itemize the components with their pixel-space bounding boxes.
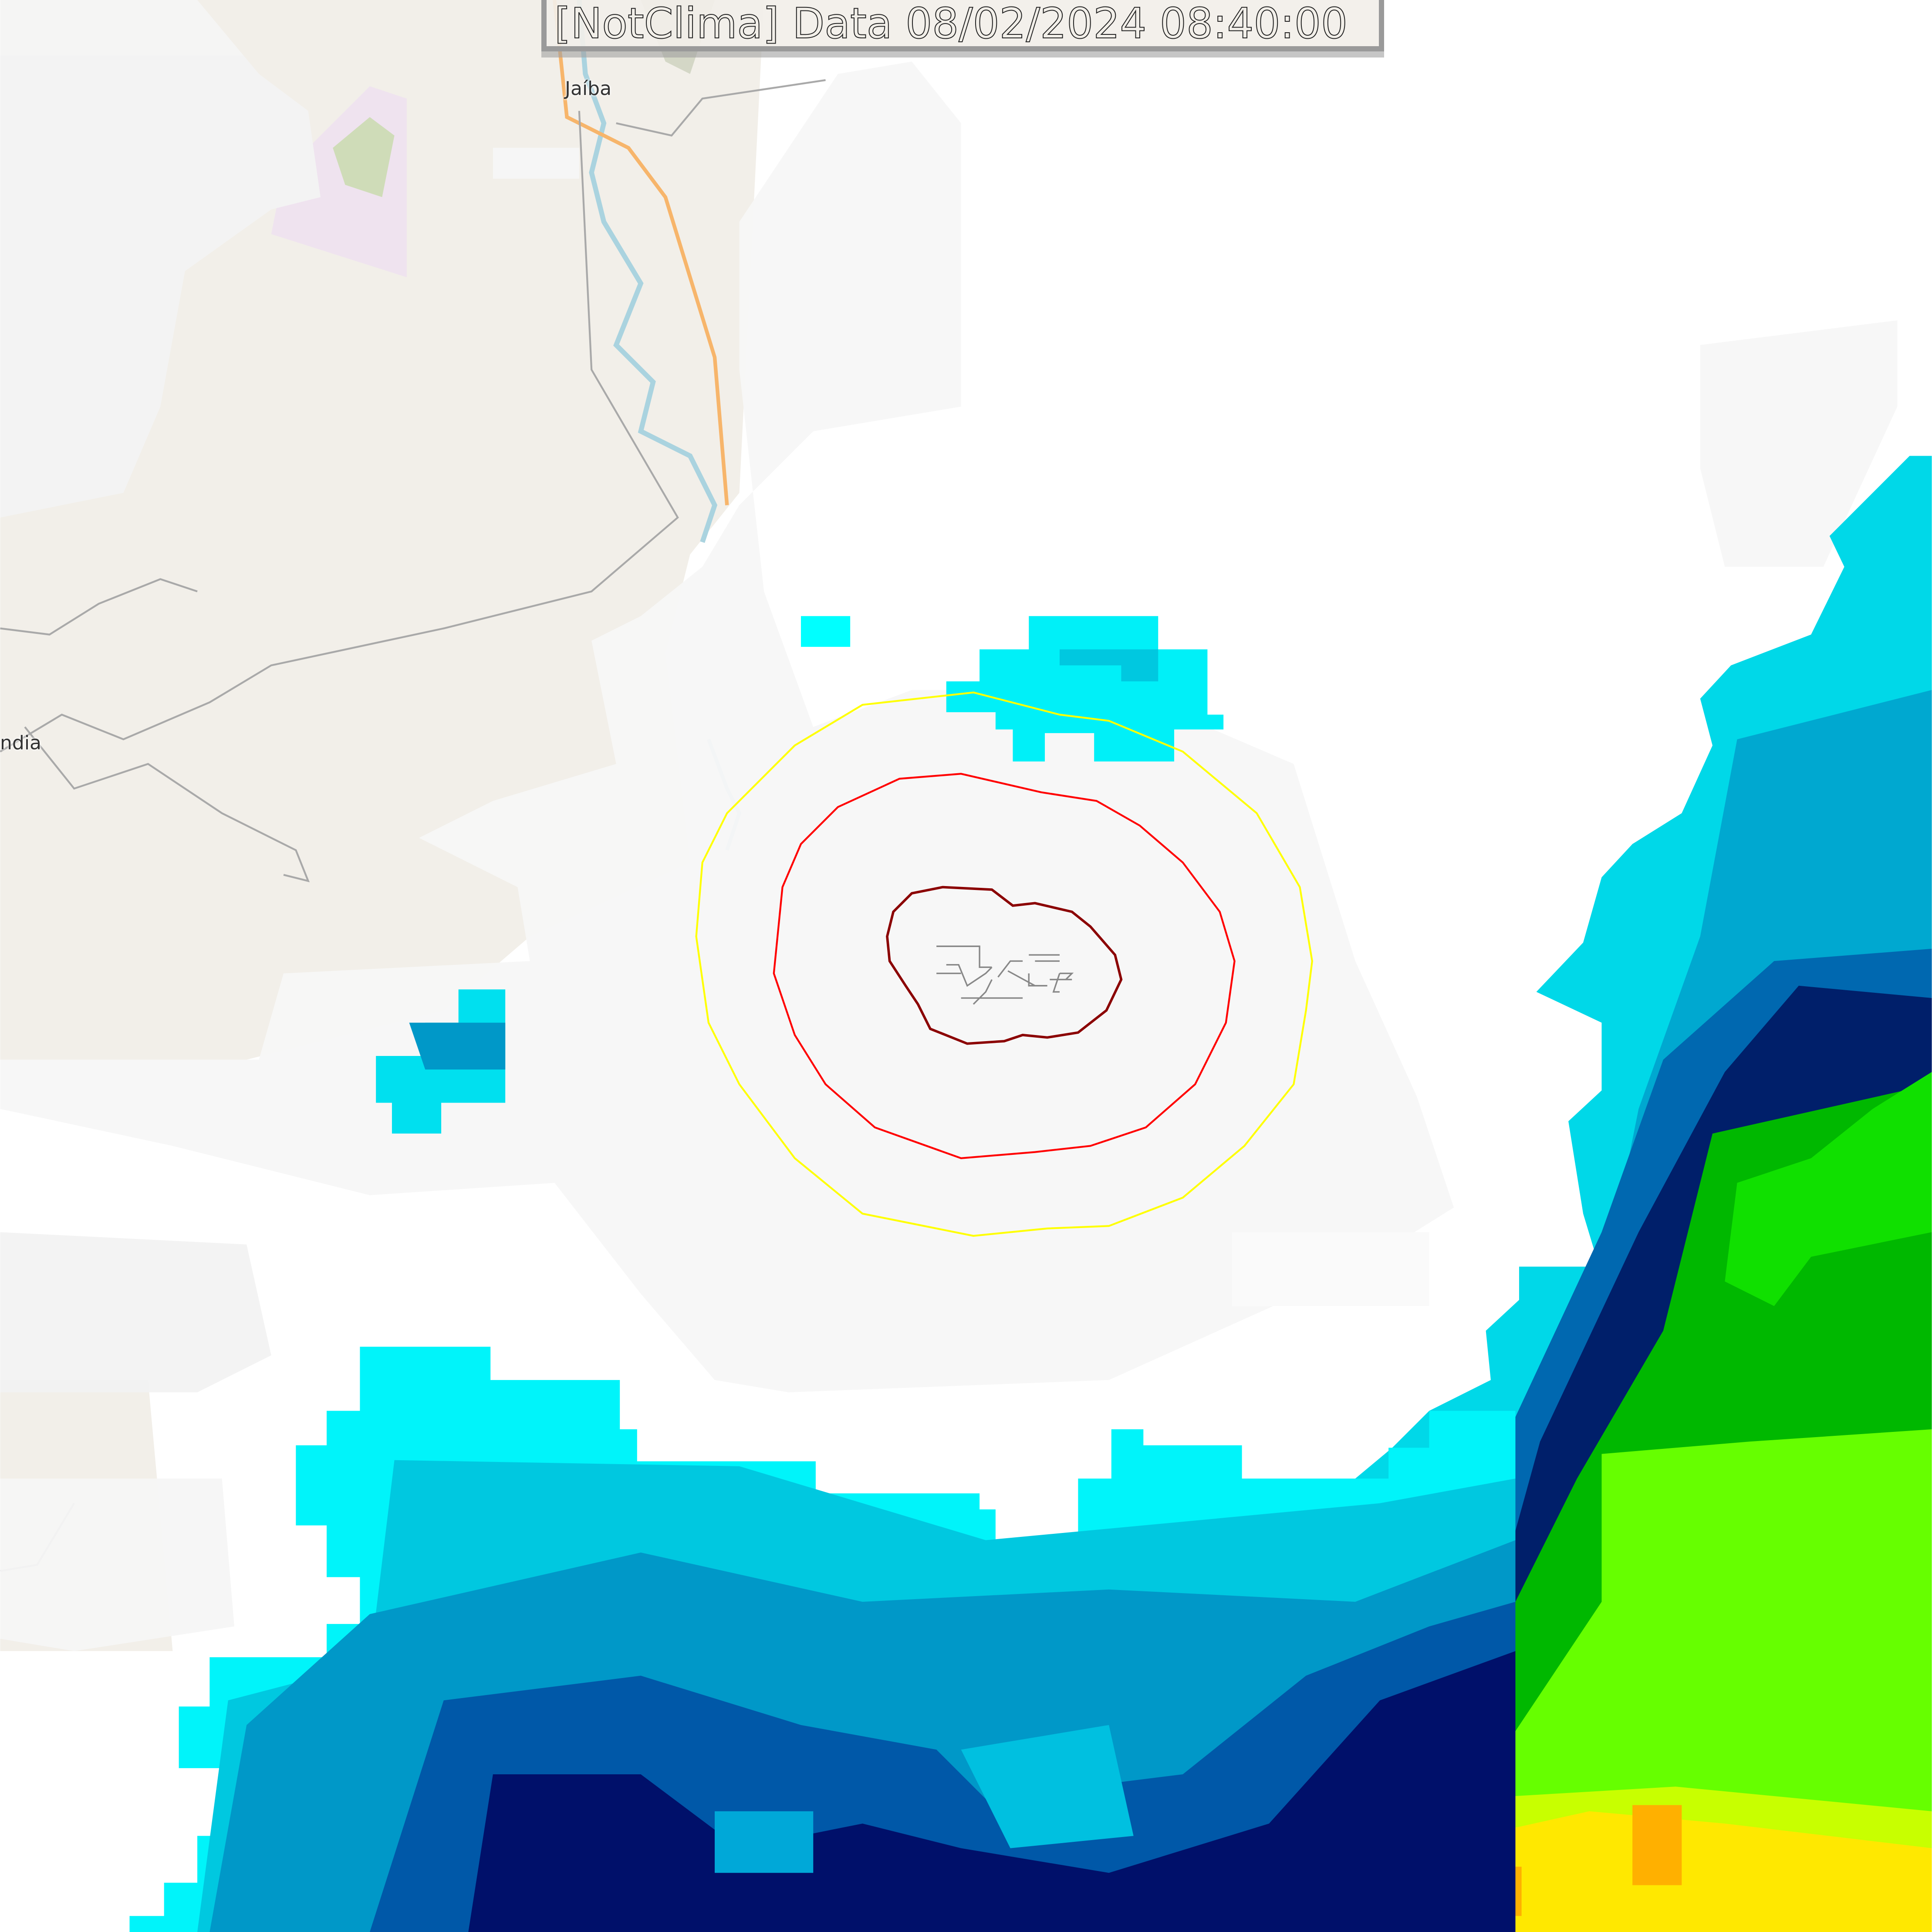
boundaries <box>0 79 826 1572</box>
river <box>577 0 718 543</box>
road <box>553 0 729 506</box>
timestamp-title: [NotClima] Data 08/02/2024 08:40:00 <box>541 0 1384 51</box>
range-ring-inner <box>886 886 1123 1045</box>
place-label-jaiba: Jaíba <box>565 78 612 100</box>
town-streets <box>936 945 1074 1005</box>
range-ring-middle <box>773 773 1236 1159</box>
place-label-west: ndia <box>0 732 42 754</box>
radar-echoes <box>129 456 1932 1932</box>
cloud-layer <box>0 0 321 1393</box>
range-ring-outer <box>695 691 1313 1237</box>
range-rings <box>695 691 1313 1237</box>
